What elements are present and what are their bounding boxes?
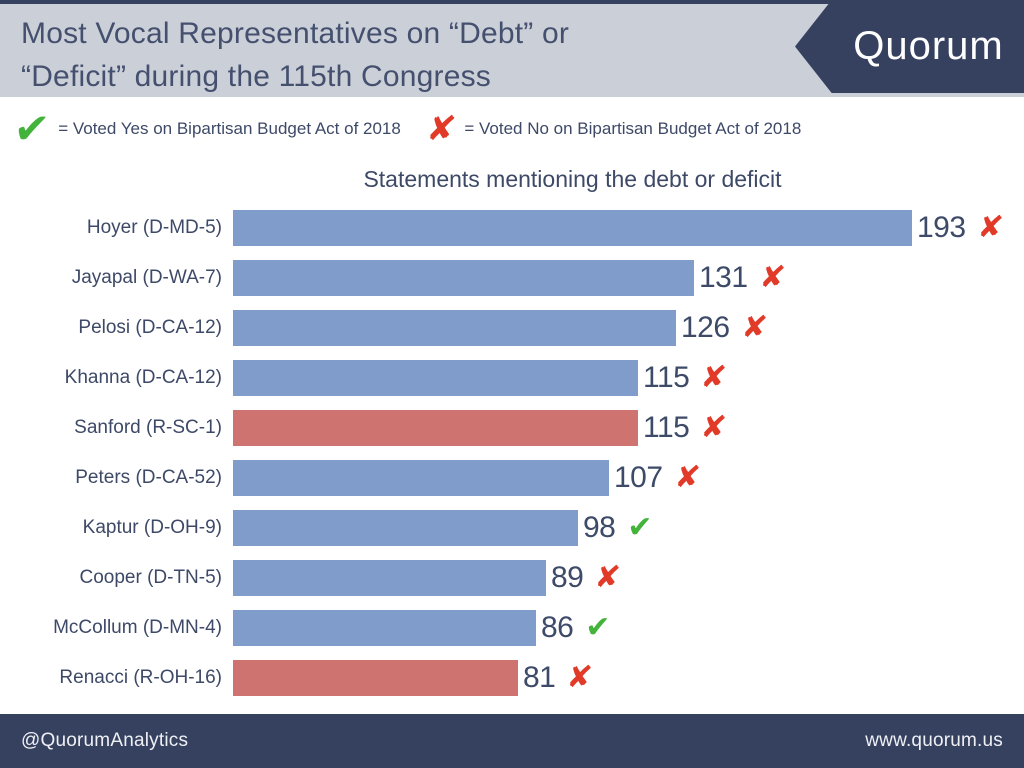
bar xyxy=(233,660,518,696)
x-icon: ✘ xyxy=(699,410,729,445)
bar-value-label: 193 xyxy=(917,211,966,244)
bar-row: Pelosi (D-CA-12) 126 ✘ xyxy=(0,303,1024,353)
x-icon: ✘ xyxy=(672,460,702,495)
bar-category-label: Pelosi (D-CA-12) xyxy=(78,317,222,338)
bar-category-label: Cooper (D-TN-5) xyxy=(79,567,222,588)
bar-track: 131 ✘ xyxy=(233,260,1024,296)
bar-category-label: Renacci (R-OH-16) xyxy=(59,667,222,688)
bar-value-label: 86 xyxy=(541,611,574,644)
bar xyxy=(233,260,694,296)
bar-value-label: 89 xyxy=(551,561,584,594)
x-icon: ✘ xyxy=(757,260,787,295)
bar-track: 86 ✔ xyxy=(233,610,1024,646)
legend: ✔ = Voted Yes on Bipartisan Budget Act o… xyxy=(11,102,802,156)
check-icon: ✔ xyxy=(585,610,611,645)
footer-website-url: www.quorum.us xyxy=(865,730,1003,751)
bar-category-label: Hoyer (D-MD-5) xyxy=(86,217,222,238)
page-title-line1: Most Vocal Representatives on “Debt” or xyxy=(21,17,570,50)
x-icon: ✘ xyxy=(424,109,459,149)
check-icon: ✔ xyxy=(627,510,653,545)
bar xyxy=(233,310,676,346)
bar xyxy=(233,410,638,446)
bar-track: 115 ✘ xyxy=(233,410,1024,446)
bar-value-label: 81 xyxy=(523,661,556,694)
x-icon: ✘ xyxy=(565,660,595,695)
bar-category-label: Khanna (D-CA-12) xyxy=(64,367,222,388)
bar-value-label: 115 xyxy=(643,411,690,444)
chart-title: Statements mentioning the debt or defici… xyxy=(363,166,782,192)
x-icon: ✘ xyxy=(699,360,729,395)
bar xyxy=(233,460,609,496)
bar-track: 98 ✔ xyxy=(233,510,1024,546)
footer-twitter-handle: @QuorumAnalytics xyxy=(21,730,189,751)
page-title-line2: “Deficit” during the 115th Congress xyxy=(21,60,492,93)
bar-row: Khanna (D-CA-12) 115 ✘ xyxy=(0,353,1024,403)
bar-value-label: 115 xyxy=(643,361,690,394)
bar-track: 107 ✘ xyxy=(233,460,1024,496)
bar-row: McCollum (D-MN-4) 86 ✔ xyxy=(0,603,1024,653)
bar-track: 193 ✘ xyxy=(233,210,1024,246)
bar-value-label: 98 xyxy=(583,511,616,544)
check-icon: ✔ xyxy=(11,104,52,153)
legend-yes-label: = Voted Yes on Bipartisan Budget Act of … xyxy=(58,119,401,138)
bar-value-label: 126 xyxy=(681,311,730,344)
bar-track: 115 ✘ xyxy=(233,360,1024,396)
bar-track: 81 ✘ xyxy=(233,660,1024,696)
bar xyxy=(233,210,912,246)
bar xyxy=(233,510,578,546)
bar-row: Renacci (R-OH-16) 81 ✘ xyxy=(0,653,1024,703)
bar-category-label: Kaptur (D-OH-9) xyxy=(82,517,222,538)
bar-row: Cooper (D-TN-5) 89 ✘ xyxy=(0,553,1024,603)
page-title: Most Vocal Representatives on “Debt” or … xyxy=(21,12,569,98)
bar-track: 89 ✘ xyxy=(233,560,1024,596)
bar-category-label: Sanford (R-SC-1) xyxy=(74,417,222,438)
bar-value-label: 131 xyxy=(699,261,748,294)
bar-row: Hoyer (D-MD-5) 193 ✘ xyxy=(0,203,1024,253)
bar-row: Sanford (R-SC-1) 115 ✘ xyxy=(0,403,1024,453)
bar-row: Jayapal (D-WA-7) 131 ✘ xyxy=(0,253,1024,303)
bar-value-label: 107 xyxy=(614,461,663,494)
bar xyxy=(233,610,536,646)
bar xyxy=(233,560,546,596)
legend-no-label: = Voted No on Bipartisan Budget Act of 2… xyxy=(464,119,802,138)
bar-track: 126 ✘ xyxy=(233,310,1024,346)
bar-category-label: Peters (D-CA-52) xyxy=(75,467,222,488)
x-icon: ✘ xyxy=(739,310,769,345)
quorum-logo: Quorum xyxy=(853,24,1004,68)
footer: @QuorumAnalytics www.quorum.us xyxy=(0,714,1024,768)
bar-chart: Hoyer (D-MD-5) 193 ✘ Jayapal (D-WA-7) 131 ✘ Pe… xyxy=(0,203,1024,703)
bar-category-label: McCollum (D-MN-4) xyxy=(53,617,222,638)
bar-row: Kaptur (D-OH-9) 98 ✔ xyxy=(0,503,1024,553)
bar-row: Peters (D-CA-52) 107 ✘ xyxy=(0,453,1024,503)
x-icon: ✘ xyxy=(975,210,1005,245)
x-icon: ✘ xyxy=(593,560,623,595)
bar xyxy=(233,360,638,396)
top-accent-strip xyxy=(0,0,1024,4)
bar-category-label: Jayapal (D-WA-7) xyxy=(71,267,222,288)
quorum-logo-banner: Quorum xyxy=(795,0,1024,93)
